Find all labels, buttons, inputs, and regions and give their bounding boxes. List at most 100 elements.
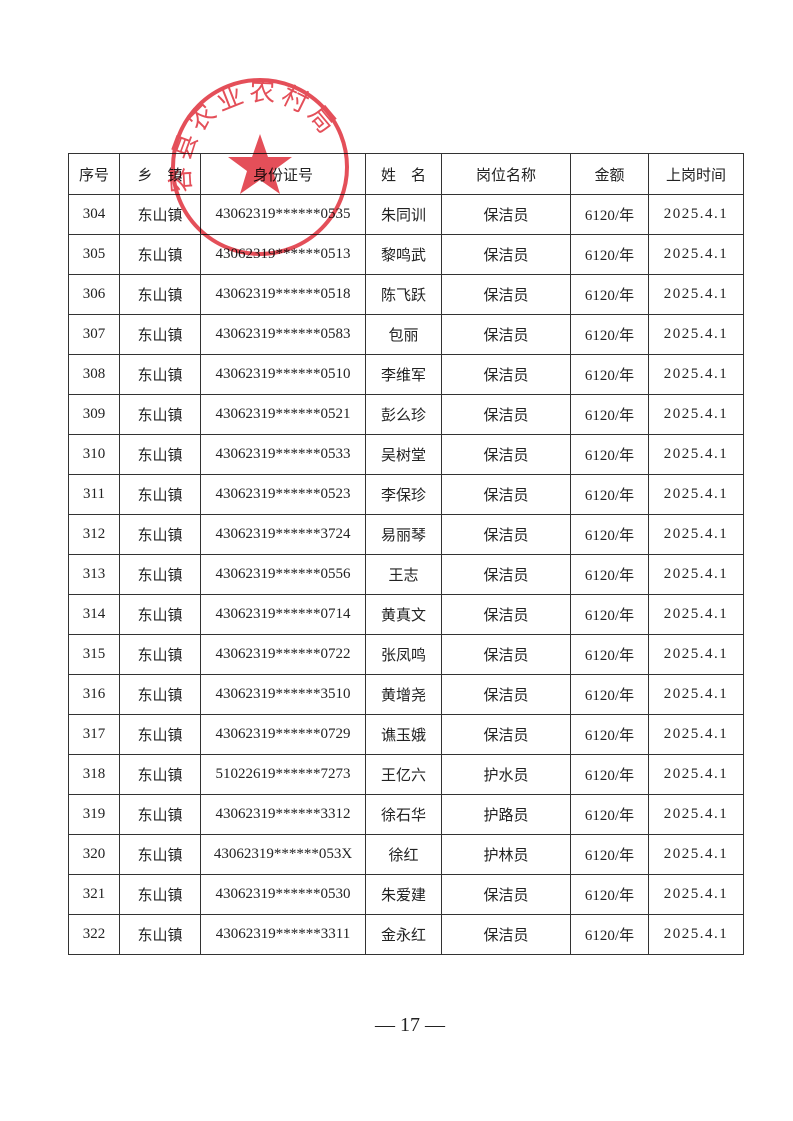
table-cell: 保洁员: [441, 474, 571, 515]
table-row: 321 东山镇 43062319******0530 朱爱建 保洁员 6120/年 2025…: [68, 874, 744, 915]
table-cell: 2025.4.1: [648, 314, 744, 355]
table-row: 311 东山镇 43062319******0523 李保珍 保洁员 6120/年 2025…: [68, 474, 744, 515]
table-cell: 6120/年: [570, 314, 649, 355]
stamp: 容县农业农村局: [166, 77, 349, 256]
table-cell: 朱同训: [365, 194, 442, 235]
table-cell: 6120/年: [570, 594, 649, 635]
table-cell: 黄真文: [365, 594, 442, 635]
table-cell: 东山镇: [119, 394, 201, 435]
table-body: 304 东山镇 43062319******0535 朱同训 保洁员 6120/年 2025…: [68, 194, 744, 955]
table-cell: 43062319******3724: [200, 514, 366, 555]
table-cell: 2025.4.1: [648, 354, 744, 395]
table-cell: 保洁员: [441, 634, 571, 675]
table-cell: 护路员: [441, 794, 571, 835]
table-cell: 东山镇: [119, 234, 201, 275]
table-cell: 6120/年: [570, 634, 649, 675]
table-cell: 2025.4.1: [648, 274, 744, 315]
table-cell: 6120/年: [570, 234, 649, 275]
table-cell: 2025.4.1: [648, 434, 744, 475]
table-cell: 保洁员: [441, 514, 571, 555]
table-cell: 2025.4.1: [648, 914, 744, 955]
table-cell: 2025.4.1: [648, 234, 744, 275]
header-cell: 岗位名称: [441, 153, 571, 195]
table-cell: 311: [68, 474, 120, 515]
table-cell: 2025.4.1: [648, 874, 744, 915]
table-cell: 保洁员: [441, 314, 571, 355]
table-cell: 6120/年: [570, 714, 649, 755]
table-cell: 304: [68, 194, 120, 235]
table-cell: 东山镇: [119, 354, 201, 395]
table-cell: 6120/年: [570, 514, 649, 555]
table-cell: 320: [68, 834, 120, 875]
table-cell: 陈飞跃: [365, 274, 442, 315]
table-cell: 306: [68, 274, 120, 315]
table-cell: 东山镇: [119, 274, 201, 315]
table-cell: 2025.4.1: [648, 554, 744, 595]
table-cell: 43062319******0510: [200, 354, 366, 395]
table-cell: 43062319******0533: [200, 434, 366, 475]
table-cell: 43062319******0729: [200, 714, 366, 755]
table-row: 318 东山镇 51022619******7273 王亿六 护水员 6120/年 2025…: [68, 754, 744, 795]
table-cell: 东山镇: [119, 794, 201, 835]
table-cell: 2025.4.1: [648, 394, 744, 435]
table-cell: 6120/年: [570, 794, 649, 835]
table-cell: 314: [68, 594, 120, 635]
table-cell: 护林员: [441, 834, 571, 875]
table-cell: 东山镇: [119, 434, 201, 475]
table-cell: 2025.4.1: [648, 714, 744, 755]
table-cell: 东山镇: [119, 514, 201, 555]
table-cell: 保洁员: [441, 234, 571, 275]
header-cell: 序号: [68, 153, 120, 195]
table-cell: 308: [68, 354, 120, 395]
table-cell: 东山镇: [119, 714, 201, 755]
table-row: 306 东山镇 43062319******0518 陈飞跃 保洁员 6120/年 2025…: [68, 274, 744, 315]
table-cell: 徐石华: [365, 794, 442, 835]
table-cell: 6120/年: [570, 194, 649, 235]
table-cell: 2025.4.1: [648, 514, 744, 555]
table-cell: 43062319******0583: [200, 314, 366, 355]
table-cell: 王亿六: [365, 754, 442, 795]
table-cell: 51022619******7273: [200, 754, 366, 795]
table-cell: 43062319******0556: [200, 554, 366, 595]
table-cell: 东山镇: [119, 314, 201, 355]
table-cell: 保洁员: [441, 274, 571, 315]
table-cell: 6120/年: [570, 474, 649, 515]
page-number: — 17 —: [375, 1014, 445, 1036]
table-cell: 保洁员: [441, 434, 571, 475]
table-cell: 6120/年: [570, 674, 649, 715]
table-cell: 6120/年: [570, 754, 649, 795]
table-cell: 保洁员: [441, 714, 571, 755]
table-cell: 43062319******0513: [200, 234, 366, 275]
table-row: 310 东山镇 43062319******0533 吴树堂 保洁员 6120/年 2025…: [68, 434, 744, 475]
table-cell: 6120/年: [570, 834, 649, 875]
table-cell: 东山镇: [119, 554, 201, 595]
table-cell: 包丽: [365, 314, 442, 355]
table-cell: 6120/年: [570, 914, 649, 955]
table-cell: 2025.4.1: [648, 474, 744, 515]
table-cell: 保洁员: [441, 354, 571, 395]
table-cell: 保洁员: [441, 874, 571, 915]
table-cell: 保洁员: [441, 914, 571, 955]
header-cell: 上岗时间: [648, 153, 744, 195]
table-cell: 313: [68, 554, 120, 595]
table-cell: 东山镇: [119, 634, 201, 675]
table-cell: 张凤鸣: [365, 634, 442, 675]
table-row: 319 东山镇 43062319******3312 徐石华 护路员 6120/年 2025…: [68, 794, 744, 835]
table-cell: 东山镇: [119, 594, 201, 635]
table-cell: 彭么珍: [365, 394, 442, 435]
table-cell: 312: [68, 514, 120, 555]
table-cell: 2025.4.1: [648, 594, 744, 635]
table-row: 313 东山镇 43062319******0556 王志 保洁员 6120/年 2025.…: [68, 554, 744, 595]
table-cell: 李保珍: [365, 474, 442, 515]
table-cell: 43062319******0518: [200, 274, 366, 315]
table-cell: 东山镇: [119, 834, 201, 875]
table-row: 314 东山镇 43062319******0714 黄真文 保洁员 6120/年 2025…: [68, 594, 744, 635]
table-cell: 保洁员: [441, 674, 571, 715]
table-cell: 徐红: [365, 834, 442, 875]
table-cell: 朱爱建: [365, 874, 442, 915]
header-cell: 金额: [570, 153, 649, 195]
table-row: 317 东山镇 43062319******0729 谯玉娥 保洁员 6120/年 2025…: [68, 714, 744, 755]
stamp-ring: [171, 78, 349, 256]
table-cell: 43062319******0714: [200, 594, 366, 635]
